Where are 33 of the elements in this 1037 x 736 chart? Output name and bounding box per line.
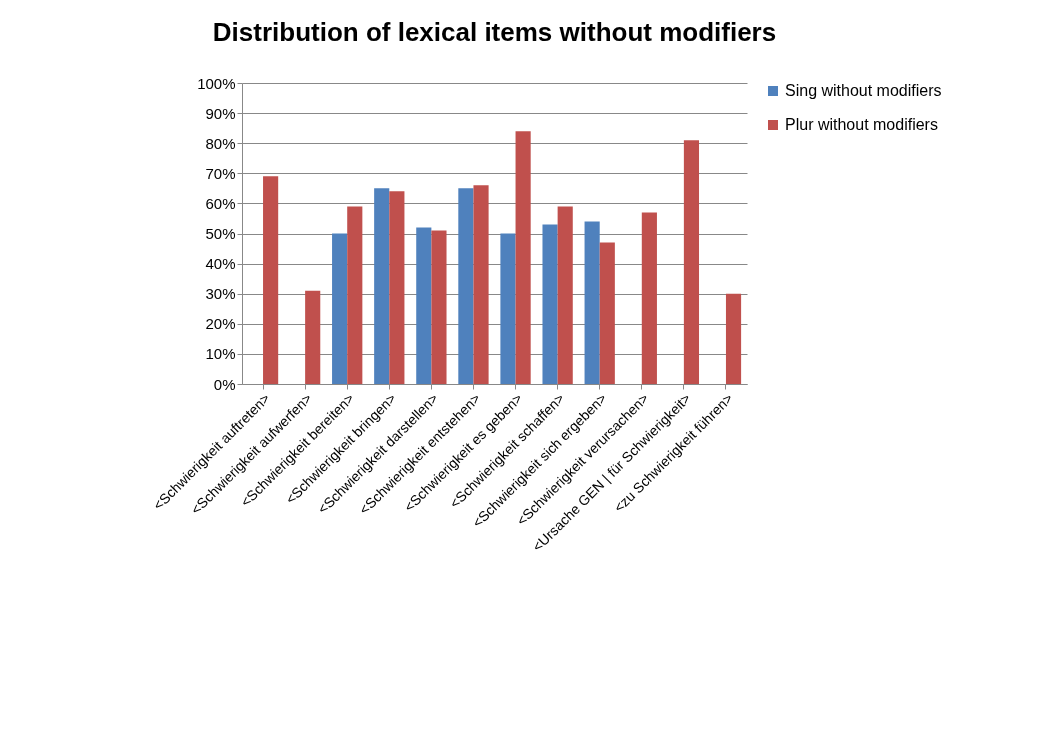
bar: [473, 185, 489, 384]
bar: [557, 206, 573, 384]
y-tick-label: 40%: [205, 255, 236, 273]
y-tick-label: 0%: [213, 375, 236, 393]
legend-label: Plur without modifiers: [785, 116, 938, 133]
y-tick-label: 80%: [205, 134, 236, 152]
bar: [389, 191, 405, 384]
bar: [725, 293, 742, 384]
bar: [641, 212, 657, 384]
y-tick-label: 50%: [205, 225, 236, 242]
bar: [374, 188, 390, 384]
bar: [458, 188, 474, 384]
legend-label: Sing without modifiers: [785, 82, 942, 99]
y-tick-label: 30%: [205, 285, 236, 303]
y-tick-label: 10%: [205, 345, 236, 363]
bar: [599, 242, 615, 384]
chart-title: Distribution of lexical items without modifiers: [212, 17, 777, 47]
bar: [416, 227, 432, 384]
bar: [431, 230, 447, 384]
y-tick-label: 20%: [205, 315, 236, 333]
bar: [263, 176, 279, 384]
bar: [500, 233, 516, 384]
y-tick-label: 70%: [205, 164, 236, 182]
bar: [332, 233, 348, 384]
y-tick-label: 90%: [205, 104, 236, 122]
y-tick-label: 60%: [205, 194, 236, 212]
bar: [515, 131, 531, 384]
bar: [542, 224, 558, 384]
bar: [584, 221, 600, 384]
bar: [347, 206, 363, 384]
bar: [683, 140, 700, 384]
bar: [305, 290, 321, 384]
y-tick-label: 100%: [197, 74, 236, 92]
